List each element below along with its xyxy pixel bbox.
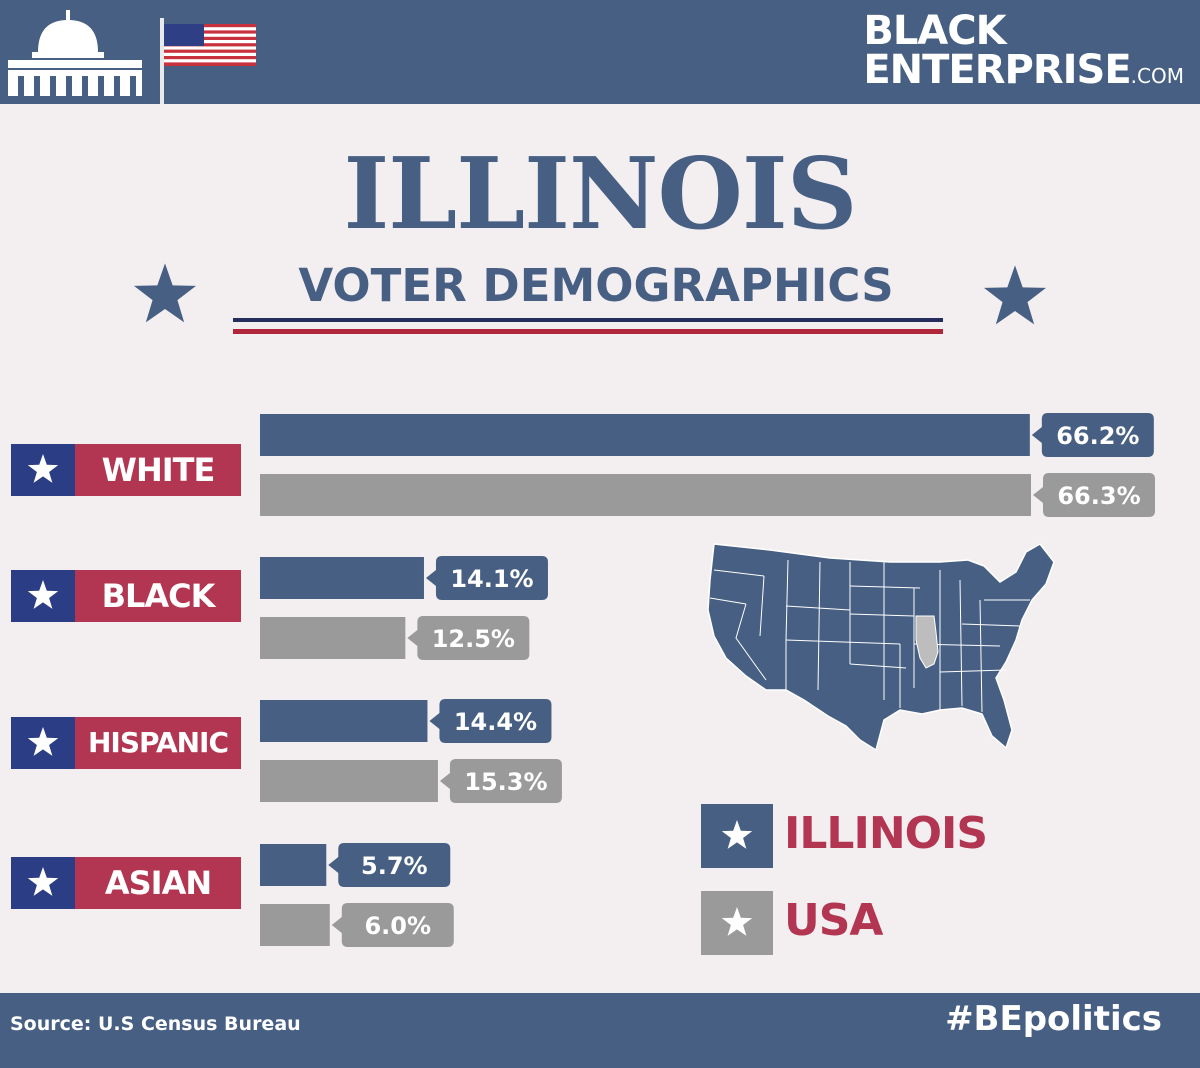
us-map-icon [707,543,1055,752]
footer-bar: Source: U.S Census Bureau #BEpolitics [0,993,1200,1068]
hashtag: #BEpolitics [945,999,1162,1039]
bar-black-usa [260,617,406,659]
header-bar: BLACK ENTERPRISE.COM [0,0,1200,104]
bar-asian-usa [260,904,330,946]
category-label-asian: ASIAN [11,857,241,909]
star-icon [721,907,753,936]
bar-white-illinois [260,414,1030,456]
category-name: HISPANIC [75,717,241,769]
legend-swatch-usa [701,891,773,955]
value-tag-white-usa [1033,473,1155,517]
data-label-asian-illinois: 5.7% [361,852,428,880]
star-icon-left [133,263,197,323]
data-label-white-usa: 66.3% [1057,482,1140,510]
source-note: Source: U.S Census Bureau [10,1013,301,1035]
category-label-hispanic: HISPANIC [11,717,241,769]
bar-white-usa [260,474,1031,516]
category-star-box [11,570,75,622]
category-star-box [11,717,75,769]
bar-black-illinois [260,557,424,599]
title-rule-blue [233,318,943,322]
data-label-hispanic-usa: 15.3% [464,768,547,796]
brand-line2: ENTERPRISE [863,47,1131,93]
star-icon [27,867,59,896]
data-label-hispanic-illinois: 14.4% [454,708,537,736]
value-tag-black-illinois [425,556,548,600]
category-label-white: WHITE [11,444,241,496]
bar-asian-illinois [260,844,327,886]
value-tag-asian-illinois [328,843,451,887]
title-rule-red [233,329,943,334]
legend-swatch-illinois [701,804,773,868]
chart-subtitle: VOTER DEMOGRAPHICS [298,259,894,312]
brand-suffix: .COM [1130,64,1184,88]
star-icon [27,580,59,609]
category-star-box [11,444,75,496]
star-icon [27,727,59,756]
illinois-state [915,615,939,669]
category-name: BLACK [75,570,241,622]
data-label-white-illinois: 66.2% [1056,422,1139,450]
data-label-asian-usa: 6.0% [364,912,431,940]
us-flag-icon [160,18,256,104]
value-tag-hispanic-illinois [429,699,552,743]
bar-hispanic-illinois [260,700,428,742]
data-label-black-illinois: 14.1% [450,565,533,593]
capitol-building-icon [8,10,142,96]
brand-logo: BLACK ENTERPRISE.COM [863,8,1184,96]
bar-hispanic-usa [260,760,438,802]
star-icon [27,454,59,483]
category-name: WHITE [75,444,241,496]
legend-label-usa: USA [784,895,883,946]
category-star-box [11,857,75,909]
value-tag-white-illinois [1031,413,1154,457]
value-tag-asian-usa [331,903,454,947]
category-label-black: BLACK [11,570,241,622]
chart-title: ILLINOIS [343,137,857,252]
value-tag-black-usa [407,616,530,660]
brand-line1: BLACK [863,8,1006,54]
legend-label-illinois: ILLINOIS [784,808,988,859]
data-label-black-usa: 12.5% [432,625,515,653]
category-name: ASIAN [75,857,241,909]
value-tag-hispanic-usa [439,759,562,803]
star-icon [721,820,753,849]
star-icon-right [983,265,1047,325]
